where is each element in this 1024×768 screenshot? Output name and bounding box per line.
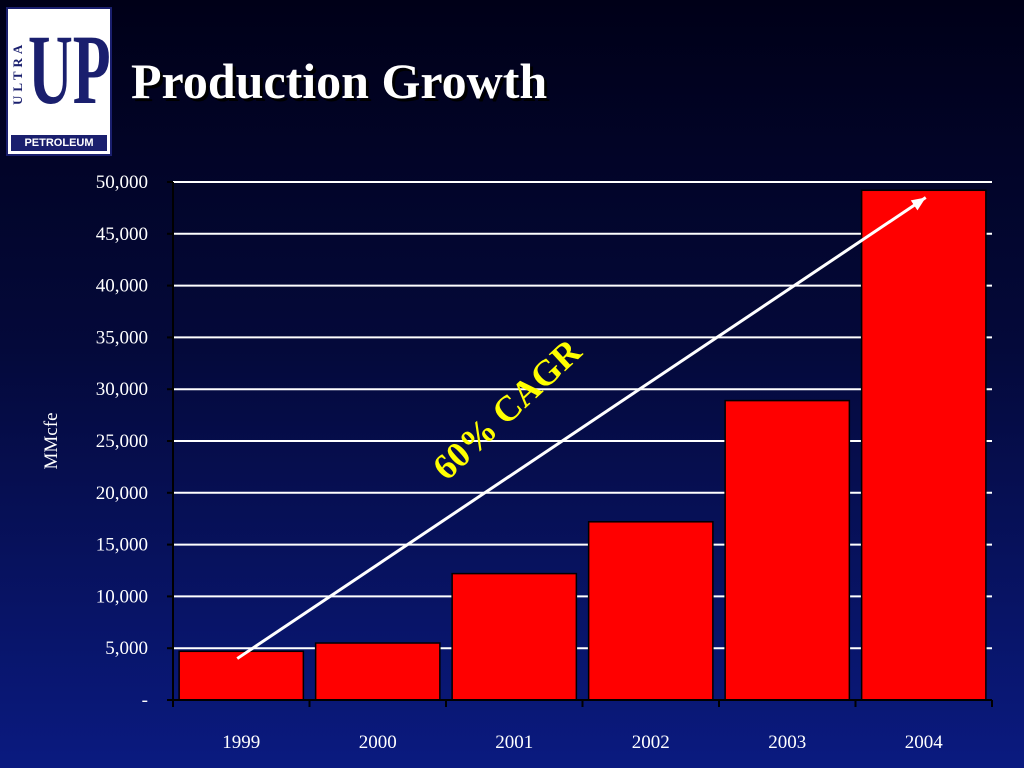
axes: [167, 181, 993, 707]
trend-arrow-head: [910, 197, 926, 211]
x-tick-label: 2003: [768, 732, 806, 753]
y-tick-label: 5,000: [105, 638, 148, 659]
bars: [178, 189, 987, 701]
x-tick-label: 2000: [359, 732, 397, 753]
logo-bottom-text: PETROLEUM: [11, 135, 107, 151]
y-tick-label: 45,000: [96, 224, 148, 245]
page-title: Production Growth: [131, 53, 548, 109]
company-logo: ULTRA UP PETROLEUM: [6, 7, 112, 156]
gridlines: [173, 181, 992, 650]
bar-2003: [724, 399, 851, 701]
x-tick-label: 2002: [632, 732, 670, 753]
cagr-annotation: 60% CAGR: [425, 330, 590, 487]
x-tick-label: 2001: [495, 732, 533, 753]
y-tick-label: 50,000: [96, 172, 148, 193]
y-tick-label: 15,000: [96, 535, 148, 556]
x-tick-label: 2004: [905, 732, 944, 753]
y-tick-label: 25,000: [96, 431, 148, 452]
y-tick-label: 40,000: [96, 276, 148, 297]
x-tick-label: 1999: [222, 732, 260, 753]
y-tick-label: 20,000: [96, 483, 148, 504]
y-tick-label: 30,000: [96, 379, 148, 400]
y-tick-label: 10,000: [96, 586, 148, 607]
trend-arrow-shaft: [236, 196, 927, 660]
tick-labels: - 5,000 10,000 15,000 20,000 25,000 30,000 35,0…: [96, 172, 944, 753]
y-tick-label: 35,000: [96, 327, 148, 348]
bar-2004: [860, 189, 987, 701]
bar-2000: [314, 642, 441, 701]
y-tick-label: -: [142, 690, 148, 711]
bar-2001: [451, 572, 578, 701]
trend-arrow: [236, 196, 927, 660]
bar-1999: [178, 650, 305, 701]
y-axis-title: MMcfe: [41, 413, 62, 470]
bar-2002: [587, 521, 714, 701]
